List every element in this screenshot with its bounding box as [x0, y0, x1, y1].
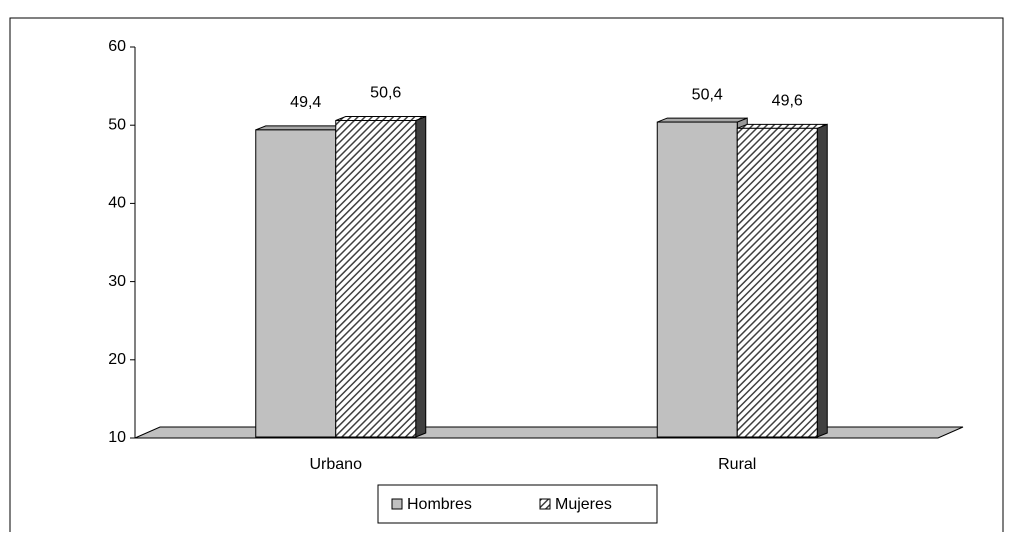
y-tick-label: 10: [108, 429, 126, 446]
legend-swatch: [539, 498, 551, 510]
y-tick-label: 60: [108, 38, 126, 55]
x-tick-label: Urbano: [310, 456, 363, 473]
y-tick-label: 30: [108, 273, 126, 290]
bar-top: [737, 123, 828, 129]
value-label: 50,6: [370, 85, 401, 102]
legend: [377, 484, 658, 524]
legend-label: Hombres: [407, 496, 472, 513]
x-tick-label: Rural: [718, 456, 756, 473]
value-label: 50,4: [692, 86, 723, 103]
bar: [656, 121, 738, 438]
bar-top: [335, 116, 426, 122]
bar-side: [415, 115, 427, 438]
y-tick-label: 40: [108, 195, 126, 212]
chart-frame: [9, 17, 1004, 537]
bar: [255, 129, 337, 438]
bar-side: [816, 123, 828, 438]
y-tick-label: 50: [108, 116, 126, 133]
legend-label: Mujeres: [555, 496, 612, 513]
value-label: 49,4: [290, 94, 321, 111]
bar-top: [657, 117, 748, 123]
value-label: 49,6: [772, 93, 803, 110]
bar: [335, 120, 417, 438]
bar-top: [255, 125, 346, 131]
legend-swatch: [391, 498, 403, 510]
bar: [736, 127, 818, 438]
y-tick-label: 20: [108, 351, 126, 368]
